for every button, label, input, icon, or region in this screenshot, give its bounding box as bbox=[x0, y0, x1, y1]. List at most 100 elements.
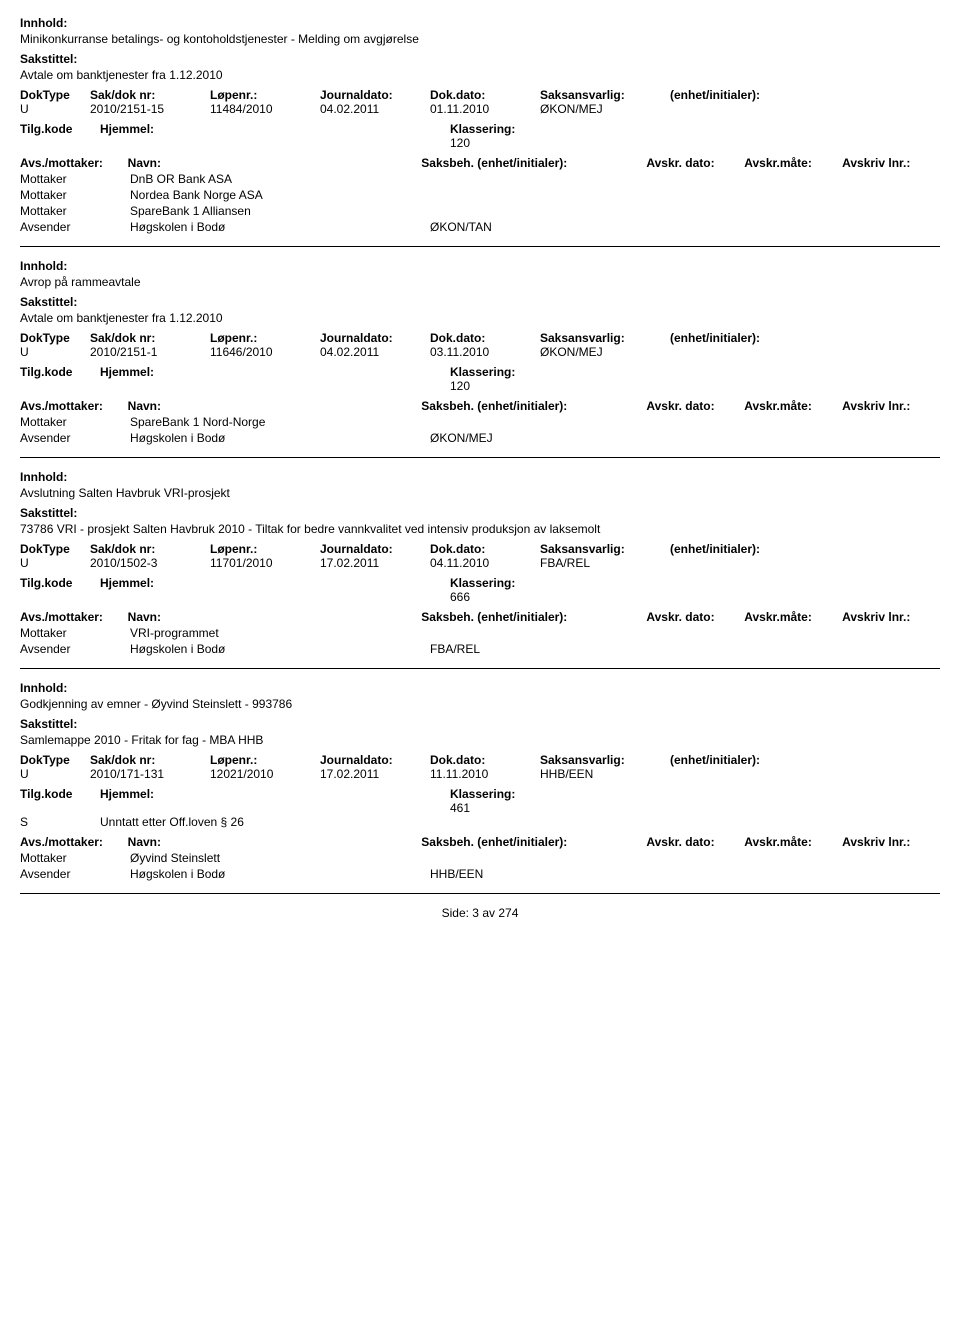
lopenr-value: 11701/2010 bbox=[210, 556, 320, 570]
doktype-value: U bbox=[20, 102, 90, 116]
navn-label: Navn: bbox=[128, 156, 187, 170]
dokdato-label: Dok.dato: bbox=[430, 88, 540, 102]
party-role: Mottaker bbox=[20, 626, 130, 640]
avskrivlnr-label: Avskriv lnr.: bbox=[842, 156, 940, 170]
doktype-label: DokType bbox=[20, 331, 90, 345]
page-footer: Side: 3 av 274 bbox=[20, 906, 940, 920]
party-row: MottakerSpareBank 1 Nord-Norge bbox=[20, 415, 940, 429]
journaldato-label: Journaldato: bbox=[320, 753, 430, 767]
navn-label: Navn: bbox=[128, 610, 187, 624]
party-role: Avsender bbox=[20, 642, 130, 656]
sakstittel-label: Sakstittel: bbox=[20, 295, 940, 309]
party-unit bbox=[430, 188, 550, 202]
journaldato-label: Journaldato: bbox=[320, 331, 430, 345]
avskrdato-label: Avskr. dato: bbox=[646, 399, 744, 413]
page-number: 3 bbox=[472, 906, 479, 920]
saksbeh-label: Saksbeh. (enhet/initialer): bbox=[421, 610, 646, 624]
party-row: MottakerØyvind Steinslett bbox=[20, 851, 940, 865]
party-unit bbox=[430, 626, 550, 640]
innhold-value: Godkjenning av emner - Øyvind Steinslett… bbox=[20, 697, 940, 711]
party-name: Høgskolen i Bodø bbox=[130, 220, 430, 234]
sakstittel-value: Samlemappe 2010 - Fritak for fag - MBA H… bbox=[20, 733, 940, 747]
party-name: Nordea Bank Norge ASA bbox=[130, 188, 430, 202]
party-unit: HHB/EEN bbox=[430, 867, 550, 881]
dokdato-label: Dok.dato: bbox=[430, 542, 540, 556]
journaldato-value: 04.02.2011 bbox=[320, 345, 430, 359]
avsmottaker-label: Avs./mottaker: bbox=[20, 156, 128, 170]
navn-label: Navn: bbox=[128, 835, 187, 849]
doktype-label: DokType bbox=[20, 753, 90, 767]
sakstittel-label: Sakstittel: bbox=[20, 52, 940, 66]
party-unit: ØKON/MEJ bbox=[430, 431, 550, 445]
party-name: Øyvind Steinslett bbox=[130, 851, 430, 865]
party-name: Høgskolen i Bodø bbox=[130, 431, 430, 445]
tilgkode-label: Tilg.kode bbox=[20, 576, 100, 604]
avsmottaker-label: Avs./mottaker: bbox=[20, 399, 128, 413]
doktype-value: U bbox=[20, 556, 90, 570]
sakdoknr-value: 2010/2151-1 bbox=[90, 345, 210, 359]
innhold-value: Avslutning Salten Havbruk VRI-prosjekt bbox=[20, 486, 940, 500]
klassering-label: Klassering: bbox=[450, 576, 515, 590]
sakstittel-value: Avtale om banktjenester fra 1.12.2010 bbox=[20, 68, 940, 82]
enhet-value bbox=[670, 556, 810, 570]
tilg-left: Tilg.kodeHjemmel: bbox=[20, 122, 430, 150]
party-role: Mottaker bbox=[20, 204, 130, 218]
dokdato-label: Dok.dato: bbox=[430, 331, 540, 345]
innhold-label: Innhold: bbox=[20, 259, 940, 273]
party-row: MottakerSpareBank 1 Alliansen bbox=[20, 204, 940, 218]
sakdoknr-value: 2010/2151-15 bbox=[90, 102, 210, 116]
avs-header-row: Avs./mottaker:Navn:Saksbeh. (enhet/initi… bbox=[20, 835, 940, 849]
party-name: SpareBank 1 Nord-Norge bbox=[130, 415, 430, 429]
avskrmate-label: Avskr.måte: bbox=[744, 156, 842, 170]
saksansvarlig-label: Saksansvarlig: bbox=[540, 88, 670, 102]
tilg-row: Tilg.kodeHjemmel: Klassering:120 bbox=[20, 365, 940, 393]
spacer bbox=[186, 835, 421, 849]
dokdato-value: 04.11.2010 bbox=[430, 556, 540, 570]
klassering-value: 120 bbox=[450, 136, 515, 150]
tilg-left: Tilg.kodeHjemmel: bbox=[20, 576, 430, 604]
party-unit: ØKON/TAN bbox=[430, 220, 550, 234]
party-row: AvsenderHøgskolen i BodøØKON/MEJ bbox=[20, 431, 940, 445]
tilg-left: Tilg.kodeHjemmel: bbox=[20, 365, 430, 393]
lopenr-value: 12021/2010 bbox=[210, 767, 320, 781]
lopenr-value: 11646/2010 bbox=[210, 345, 320, 359]
hjemmel-value: Unntatt etter Off.loven § 26 bbox=[100, 815, 244, 829]
journaldato-label: Journaldato: bbox=[320, 542, 430, 556]
saksbeh-label: Saksbeh. (enhet/initialer): bbox=[421, 156, 646, 170]
hjemmel-label: Hjemmel: bbox=[100, 576, 154, 604]
party-unit bbox=[430, 851, 550, 865]
spacer bbox=[186, 399, 421, 413]
spacer bbox=[186, 610, 421, 624]
meta-header-row: DokTypeSak/dok nr:Løpenr.:Journaldato:Do… bbox=[20, 331, 940, 345]
sakstittel-label: Sakstittel: bbox=[20, 717, 940, 731]
klassering-block: Klassering:120 bbox=[450, 365, 515, 393]
dokdato-label: Dok.dato: bbox=[430, 753, 540, 767]
enhet-value bbox=[670, 767, 810, 781]
tilg-values-row: SUnntatt etter Off.loven § 26 bbox=[20, 815, 940, 829]
meta-header-row: DokTypeSak/dok nr:Løpenr.:Journaldato:Do… bbox=[20, 88, 940, 102]
klassering-label: Klassering: bbox=[450, 122, 515, 136]
sakstittel-label: Sakstittel: bbox=[20, 506, 940, 520]
party-row: MottakerNordea Bank Norge ASA bbox=[20, 188, 940, 202]
party-row: AvsenderHøgskolen i BodøØKON/TAN bbox=[20, 220, 940, 234]
avskrmate-label: Avskr.måte: bbox=[744, 610, 842, 624]
spacer bbox=[186, 156, 421, 170]
hjemmel-label: Hjemmel: bbox=[100, 787, 154, 815]
record: Innhold:Godkjenning av emner - Øyvind St… bbox=[20, 681, 940, 894]
lopenr-label: Løpenr.: bbox=[210, 542, 320, 556]
party-role: Mottaker bbox=[20, 415, 130, 429]
meta-data-row: U2010/2151-111646/201004.02.201103.11.20… bbox=[20, 345, 940, 359]
meta-header-row: DokTypeSak/dok nr:Løpenr.:Journaldato:Do… bbox=[20, 542, 940, 556]
innhold-label: Innhold: bbox=[20, 470, 940, 484]
doktype-label: DokType bbox=[20, 88, 90, 102]
tilgkode-value: S bbox=[20, 815, 100, 829]
saksbeh-label: Saksbeh. (enhet/initialer): bbox=[421, 835, 646, 849]
saksansvarlig-value: FBA/REL bbox=[540, 556, 670, 570]
doktype-label: DokType bbox=[20, 542, 90, 556]
dokdato-value: 03.11.2010 bbox=[430, 345, 540, 359]
klassering-block: Klassering:120 bbox=[450, 122, 515, 150]
sakstittel-value: 73786 VRI - prosjekt Salten Havbruk 2010… bbox=[20, 522, 940, 536]
klassering-label: Klassering: bbox=[450, 787, 515, 801]
saksansvarlig-label: Saksansvarlig: bbox=[540, 542, 670, 556]
avskrivlnr-label: Avskriv lnr.: bbox=[842, 610, 940, 624]
